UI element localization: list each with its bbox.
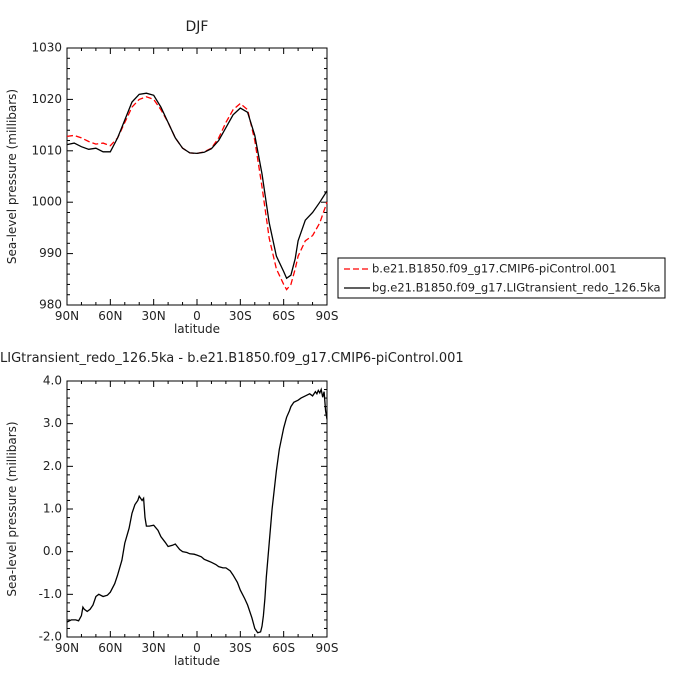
chart2-xtick-label: 60N [98,641,122,655]
chart2-series-line-1 [66,387,328,634]
chart2-title: LIGtransient_redo_126.5ka - b.e21.B1850.… [0,351,464,366]
chart2-ylabel: Sea-level pressure (millibars) [5,421,19,596]
chart1-ytick-label: 1010 [31,143,62,157]
chart2-xtick-label: 90S [316,641,339,655]
chart1-xlabel: latitude [174,322,220,336]
chart1-ytick-label: 980 [39,298,62,312]
chart1-xtick-label: 60N [98,309,122,323]
chart2-xtick-label: 0 [193,641,201,655]
chart2-ytick-label: 0.0 [43,544,62,558]
chart2-frame [66,380,328,638]
chart1-ylabel: Sea-level pressure (millibars) [5,89,19,264]
chart1-series-line-1 [66,96,328,291]
chart2-ytick-label: 1.0 [43,502,62,516]
chart1-series-line-2 [66,92,328,280]
chart1-ytick-label: 1030 [31,41,62,55]
chart1-ytick-label: 990 [39,246,62,260]
chart2-ytick-label: 3.0 [43,416,62,430]
chart2-ytick-label: -2.0 [39,630,62,644]
chart2-xtick-label: 60S [272,641,295,655]
chart1-frame [66,47,328,306]
chart1-xtick-label: 0 [193,309,201,323]
chart1-xtick-label: 30N [142,309,166,323]
chart1-legend-label-2: bg.e21.B1850.f09_g17.LIGtransient_redo_1… [372,281,661,295]
chart1-xtick-label: 30S [229,309,252,323]
chart2-ytick-label: 2.0 [43,459,62,473]
chart1-ytick-label: 1000 [31,195,62,209]
chart2-xtick-label: 30S [229,641,252,655]
chart1-xtick-label: 90S [316,309,339,323]
chart1-ytick-label: 1020 [31,92,62,106]
chart2-xlabel: latitude [174,654,220,668]
chart1-title: DJF [186,19,209,35]
chart2-xtick-label: 90N [55,641,79,655]
chart1-legend-label-1: b.e21.B1850.f09_g17.CMIP6-piControl.001 [372,262,617,276]
chart1-xtick-label: 90N [55,309,79,323]
chart1-legend-box [337,257,666,299]
chart2-ytick-label: -1.0 [39,587,62,601]
chart2-ytick-label: 4.0 [43,374,62,388]
chart2-xtick-label: 30N [142,641,166,655]
chart1-xtick-label: 60S [272,309,295,323]
